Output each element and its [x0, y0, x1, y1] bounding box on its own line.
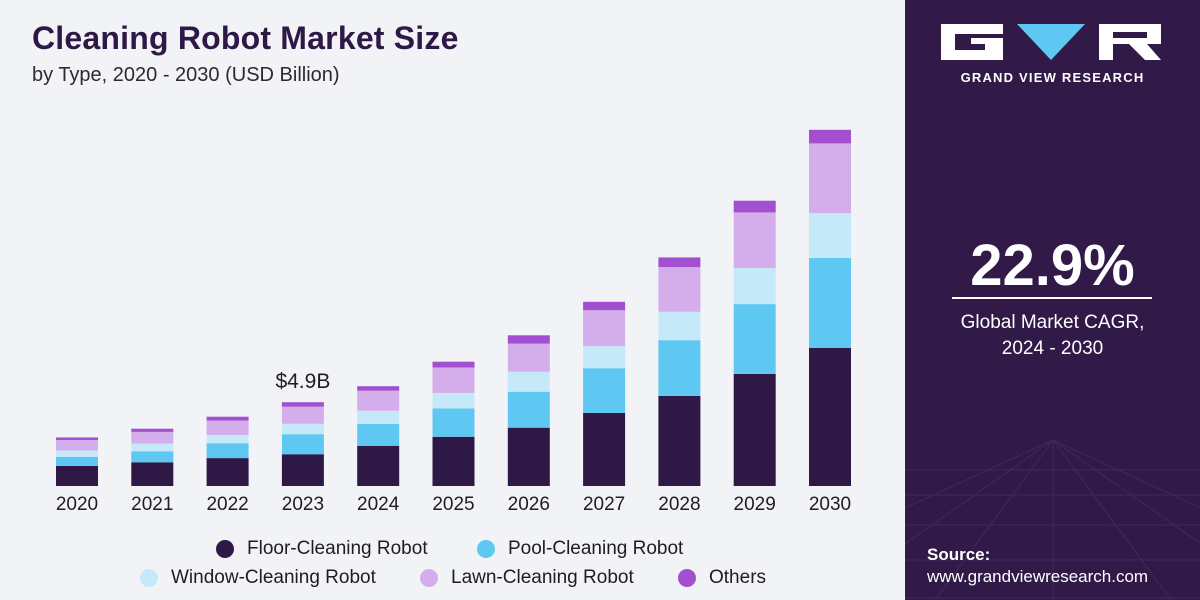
- legend-swatch: [420, 569, 438, 587]
- gvr-logo: [941, 24, 1161, 60]
- bar-segment-pool-cleaning-robot-2024: [357, 423, 400, 446]
- bar-segment-pool-cleaning-robot-2027: [583, 368, 626, 413]
- bar-segment-lawn-cleaning-robot-2020: [56, 440, 98, 451]
- bar-segment-lawn-cleaning-robot-2027: [583, 310, 626, 347]
- x-tick-label-2029: 2029: [734, 494, 776, 515]
- bar-segment-pool-cleaning-robot-2022: [206, 443, 249, 459]
- bar-segment-lawn-cleaning-robot-2022: [206, 420, 249, 435]
- brand-name: GRAND VIEW RESEARCH: [960, 70, 1145, 85]
- bar-segment-pool-cleaning-robot-2026: [507, 391, 550, 428]
- legend-swatch: [216, 540, 234, 558]
- x-tick-label-2030: 2030: [809, 494, 851, 515]
- x-tick-label-2025: 2025: [432, 494, 474, 515]
- bar-segment-window-cleaning-robot-2027: [583, 346, 626, 369]
- bar-segment-pool-cleaning-robot-2028: [658, 340, 701, 396]
- bar-segment-window-cleaning-robot-2021: [131, 443, 174, 452]
- x-tick-label-2023: 2023: [282, 494, 324, 515]
- bar-segment-others-2024: [357, 386, 400, 391]
- bar-segment-pool-cleaning-robot-2021: [131, 451, 174, 463]
- sidebar-panel: GRAND VIEW RESEARCH 22.9% Global Market …: [905, 0, 1200, 600]
- bar-segment-window-cleaning-robot-2030: [809, 213, 851, 258]
- legend-swatch: [477, 540, 495, 558]
- legend-item-window-cleaning-robot: Window-Cleaning Robot: [140, 567, 376, 589]
- bar-segment-window-cleaning-robot-2023: [281, 423, 324, 435]
- bar-segment-lawn-cleaning-robot-2021: [131, 431, 174, 444]
- bar-segment-pool-cleaning-robot-2023: [281, 434, 324, 455]
- bar-segment-pool-cleaning-robot-2030: [809, 257, 851, 348]
- chart-legend: Floor-Cleaning Robot Pool-Cleaning Robot W…: [0, 530, 905, 600]
- bar-segment-others-2027: [583, 301, 626, 311]
- cagr-label-line1: Global Market CAGR,: [960, 312, 1145, 333]
- x-tick-label-2027: 2027: [583, 494, 625, 515]
- bar-segment-lawn-cleaning-robot-2025: [432, 367, 475, 393]
- bar-segment-others-2021: [131, 428, 174, 432]
- bar-segment-floor-cleaning-robot-2024: [357, 445, 400, 486]
- legend-label: Others: [709, 567, 767, 588]
- bar-segment-window-cleaning-robot-2029: [733, 268, 776, 305]
- bar-segment-others-2023: [281, 402, 324, 407]
- chart-title: Cleaning Robot Market Size: [32, 20, 459, 56]
- perspective-grid-decoration: [905, 439, 1200, 600]
- bar-chart: 2020 2021 2022 2023 $4.9B 2024 2025 2026 2027 202…: [56, 129, 851, 515]
- bar-segment-floor-cleaning-robot-2027: [583, 412, 626, 486]
- legend-label: Floor-Cleaning Robot: [247, 538, 428, 559]
- bar-segment-lawn-cleaning-robot-2024: [357, 390, 400, 411]
- bar-segment-lawn-cleaning-robot-2023: [281, 406, 324, 424]
- bar-segment-others-2029: [733, 200, 776, 213]
- cagr-description: Global Market CAGR, 2024 - 2030: [905, 310, 1200, 362]
- bar-segment-window-cleaning-robot-2025: [432, 392, 475, 409]
- bar-segment-others-2025: [432, 361, 475, 368]
- bar-segment-floor-cleaning-robot-2021: [131, 462, 174, 486]
- legend-swatch: [140, 569, 158, 587]
- legend-item-others: Others: [678, 567, 766, 589]
- bar-segment-others-2020: [56, 437, 98, 440]
- x-tick-label-2028: 2028: [658, 494, 700, 515]
- bar-segment-pool-cleaning-robot-2025: [432, 408, 475, 437]
- legend-item-lawn-cleaning-robot: Lawn-Cleaning Robot: [420, 567, 634, 589]
- legend-label: Window-Cleaning Robot: [171, 567, 376, 588]
- bar-segment-floor-cleaning-robot-2023: [281, 454, 324, 486]
- bar-segment-floor-cleaning-robot-2028: [658, 395, 701, 486]
- x-tick-label-2021: 2021: [131, 494, 173, 515]
- source-label: Source:: [927, 545, 991, 564]
- bar-segment-lawn-cleaning-robot-2026: [507, 343, 550, 372]
- source-link[interactable]: www.grandviewresearch.com: [927, 567, 1149, 586]
- x-tick-label-2024: 2024: [357, 494, 400, 515]
- chart-subtitle: by Type, 2020 - 2030 (USD Billion): [32, 64, 340, 86]
- bar-segment-others-2028: [658, 257, 701, 268]
- legend-label: Pool-Cleaning Robot: [508, 538, 684, 559]
- bar-segment-floor-cleaning-robot-2022: [206, 458, 249, 486]
- legend-item-pool-cleaning-robot: Pool-Cleaning Robot: [477, 538, 683, 560]
- bar-segment-floor-cleaning-robot-2030: [809, 348, 851, 486]
- bar-segment-others-2026: [507, 335, 550, 344]
- cagr-value: 22.9%: [970, 233, 1135, 298]
- bar-segment-window-cleaning-robot-2020: [56, 450, 98, 457]
- bar-segment-pool-cleaning-robot-2020: [56, 456, 98, 466]
- bar-segment-others-2022: [206, 416, 249, 421]
- x-tick-label-2020: 2020: [56, 494, 98, 515]
- data-label-2023: $4.9B: [275, 370, 330, 393]
- legend-item-floor-cleaning-robot: Floor-Cleaning Robot: [216, 538, 428, 560]
- x-tick-label-2022: 2022: [206, 494, 248, 515]
- bar-segment-window-cleaning-robot-2028: [658, 311, 701, 341]
- bar-segment-window-cleaning-robot-2022: [206, 434, 249, 444]
- bar-segment-floor-cleaning-robot-2025: [432, 436, 475, 486]
- cagr-divider: [952, 297, 1152, 299]
- bar-segment-floor-cleaning-robot-2020: [56, 465, 98, 486]
- x-tick-label-2026: 2026: [508, 494, 550, 515]
- bar-segment-lawn-cleaning-robot-2030: [809, 143, 851, 214]
- legend-swatch: [678, 569, 696, 587]
- bar-segment-lawn-cleaning-robot-2029: [733, 212, 776, 269]
- bar-segment-window-cleaning-robot-2026: [507, 371, 550, 392]
- bar-segment-pool-cleaning-robot-2029: [733, 304, 776, 374]
- bar-segment-floor-cleaning-robot-2026: [507, 427, 550, 486]
- legend-label: Lawn-Cleaning Robot: [451, 567, 634, 588]
- bar-segment-others-2030: [809, 129, 851, 144]
- bar-segment-floor-cleaning-robot-2029: [733, 373, 776, 486]
- cagr-label-line2: 2024 - 2030: [1001, 338, 1104, 359]
- bar-segment-window-cleaning-robot-2024: [357, 410, 400, 424]
- chart-area: Cleaning Robot Market Size by Type, 2020…: [0, 20, 905, 600]
- bar-segment-lawn-cleaning-robot-2028: [658, 267, 701, 312]
